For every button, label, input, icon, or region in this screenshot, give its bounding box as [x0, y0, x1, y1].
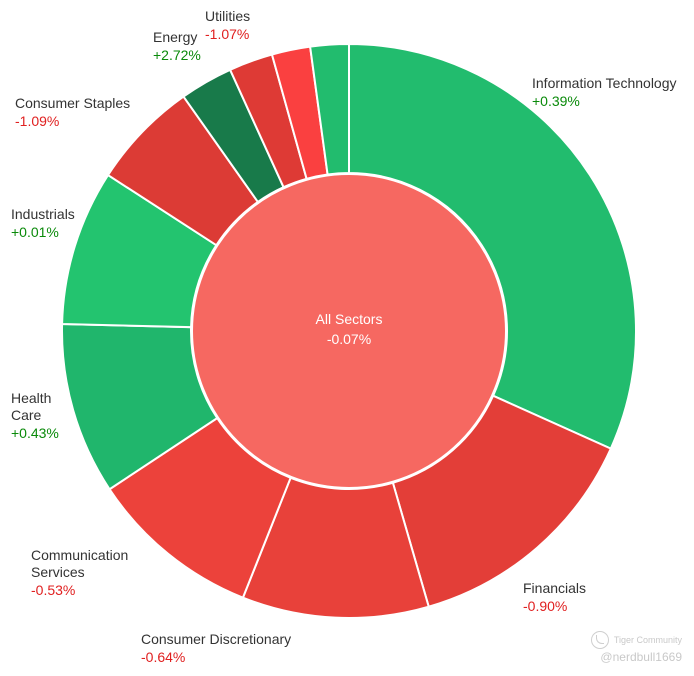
change-industrials: +0.01%: [11, 224, 59, 240]
slice-information-technology[interactable]: [348, 42, 637, 450]
center-label-change: -0.07%: [327, 331, 371, 347]
label-consumer-discretionary: Consumer Discretionary -0.64%: [141, 631, 291, 665]
change-energy: +2.72%: [153, 47, 201, 63]
slice-all-sectors[interactable]: [191, 173, 507, 489]
label-information-technology: Information Technology +0.39%: [532, 75, 677, 109]
change-consumer-staples: -1.09%: [15, 113, 59, 129]
label-utilities: Utilities -1.07%: [205, 8, 250, 42]
change-financials: -0.90%: [523, 598, 567, 614]
watermark-brand-text: Tiger Community: [613, 635, 682, 645]
change-consumer-discretionary: -0.64%: [141, 649, 185, 665]
label-health-care: Health Care +0.43%: [11, 390, 59, 441]
watermark: Tiger Community @nerdbull1669: [590, 631, 682, 665]
tiger-logo-icon: [590, 631, 609, 649]
label-financials: Financials -0.90%: [523, 580, 586, 614]
change-communication-services: -0.53%: [31, 582, 75, 598]
label-consumer-staples: Consumer Staples -1.09%: [15, 95, 130, 129]
label-industrials: Industrials +0.01%: [11, 206, 75, 240]
change-utilities: -1.07%: [205, 26, 249, 42]
label-energy: Energy +2.72%: [153, 29, 201, 63]
change-health-care: +0.43%: [11, 425, 59, 441]
change-information-technology: +0.39%: [532, 93, 580, 109]
center-label-name: All Sectors: [316, 311, 383, 327]
label-communication-services: Communication Services -0.53%: [31, 547, 128, 598]
watermark-brand: Tiger Community: [590, 631, 682, 649]
watermark-handle: @nerdbull1669: [600, 650, 682, 664]
